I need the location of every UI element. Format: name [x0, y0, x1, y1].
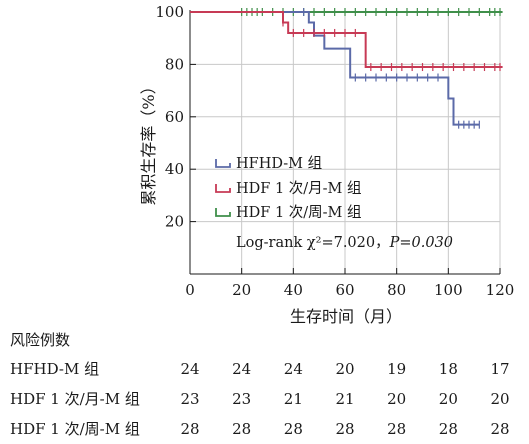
risk-count: 24	[232, 360, 251, 378]
x-tick-label: 80	[387, 281, 406, 299]
y-tick-label: 20	[165, 213, 184, 231]
survival-curve	[190, 11, 480, 126]
risk-count: 28	[490, 420, 509, 438]
risk-count: 24	[284, 360, 303, 378]
risk-count: 19	[387, 360, 406, 378]
legend-label: HDF 1 次/月-M 组	[236, 180, 362, 197]
y-axis-title: 累积生存率（%）	[139, 78, 158, 205]
risk-count: 21	[335, 390, 354, 408]
risk-count: 20	[387, 390, 406, 408]
y-tick-label: 100	[155, 3, 184, 21]
risk-count: 28	[439, 420, 458, 438]
legend-swatch	[215, 208, 231, 217]
survival-curve	[190, 11, 503, 69]
log-rank-stat: Log-rank χ²=7.020，P=0.030	[236, 235, 453, 251]
x-tick-label: 0	[185, 281, 195, 299]
risk-count: 23	[180, 390, 199, 408]
y-tick-label: 80	[165, 55, 184, 73]
stat-p: P=0.030	[389, 235, 453, 251]
series-2	[190, 11, 503, 72]
legend-swatch	[215, 184, 231, 193]
legend-label: HFHD-M 组	[236, 155, 322, 172]
risk-count: 28	[387, 420, 406, 438]
legend: HFHD-M 组 HDF 1 次/月-M 组 HDF 1 次/周-M 组	[215, 155, 362, 221]
risk-count: 28	[232, 420, 251, 438]
risk-count: 20	[335, 360, 354, 378]
stat-prefix: Log-rank χ²=7.020，	[236, 235, 390, 251]
x-tick-label: 40	[284, 281, 303, 299]
risk-count: 20	[439, 390, 458, 408]
x-tick-label: 100	[434, 281, 463, 299]
x-tick-label: 60	[335, 281, 354, 299]
y-tick-label: 40	[165, 160, 184, 178]
legend-label: HDF 1 次/周-M 组	[236, 204, 362, 221]
legend-swatch	[215, 159, 231, 168]
risk-count: 28	[335, 420, 354, 438]
y-tick-label: 60	[165, 108, 184, 126]
series-1	[190, 8, 480, 129]
x-tick-label: 20	[232, 281, 251, 299]
risk-count: 18	[439, 360, 458, 378]
risk-table-title: 风险例数	[10, 331, 70, 349]
risk-count: 17	[490, 360, 509, 378]
risk-count: 23	[232, 390, 251, 408]
risk-count: 21	[284, 390, 303, 408]
risk-row-label: HDF 1 次/月-M 组	[10, 390, 140, 408]
risk-count: 28	[284, 420, 303, 438]
risk-table: HFHD-M 组 24 24 24 20 19 18 17 HDF 1 次/月-M 组 23 23 2…	[10, 360, 510, 438]
risk-count: 28	[180, 420, 199, 438]
x-axis-title: 生存时间（月）	[290, 307, 402, 326]
risk-row-label: HFHD-M 组	[10, 360, 99, 378]
risk-count: 24	[180, 360, 199, 378]
risk-count: 20	[490, 390, 509, 408]
risk-row-label: HDF 1 次/周-M 组	[10, 420, 140, 438]
x-tick-label: 120	[486, 281, 515, 299]
